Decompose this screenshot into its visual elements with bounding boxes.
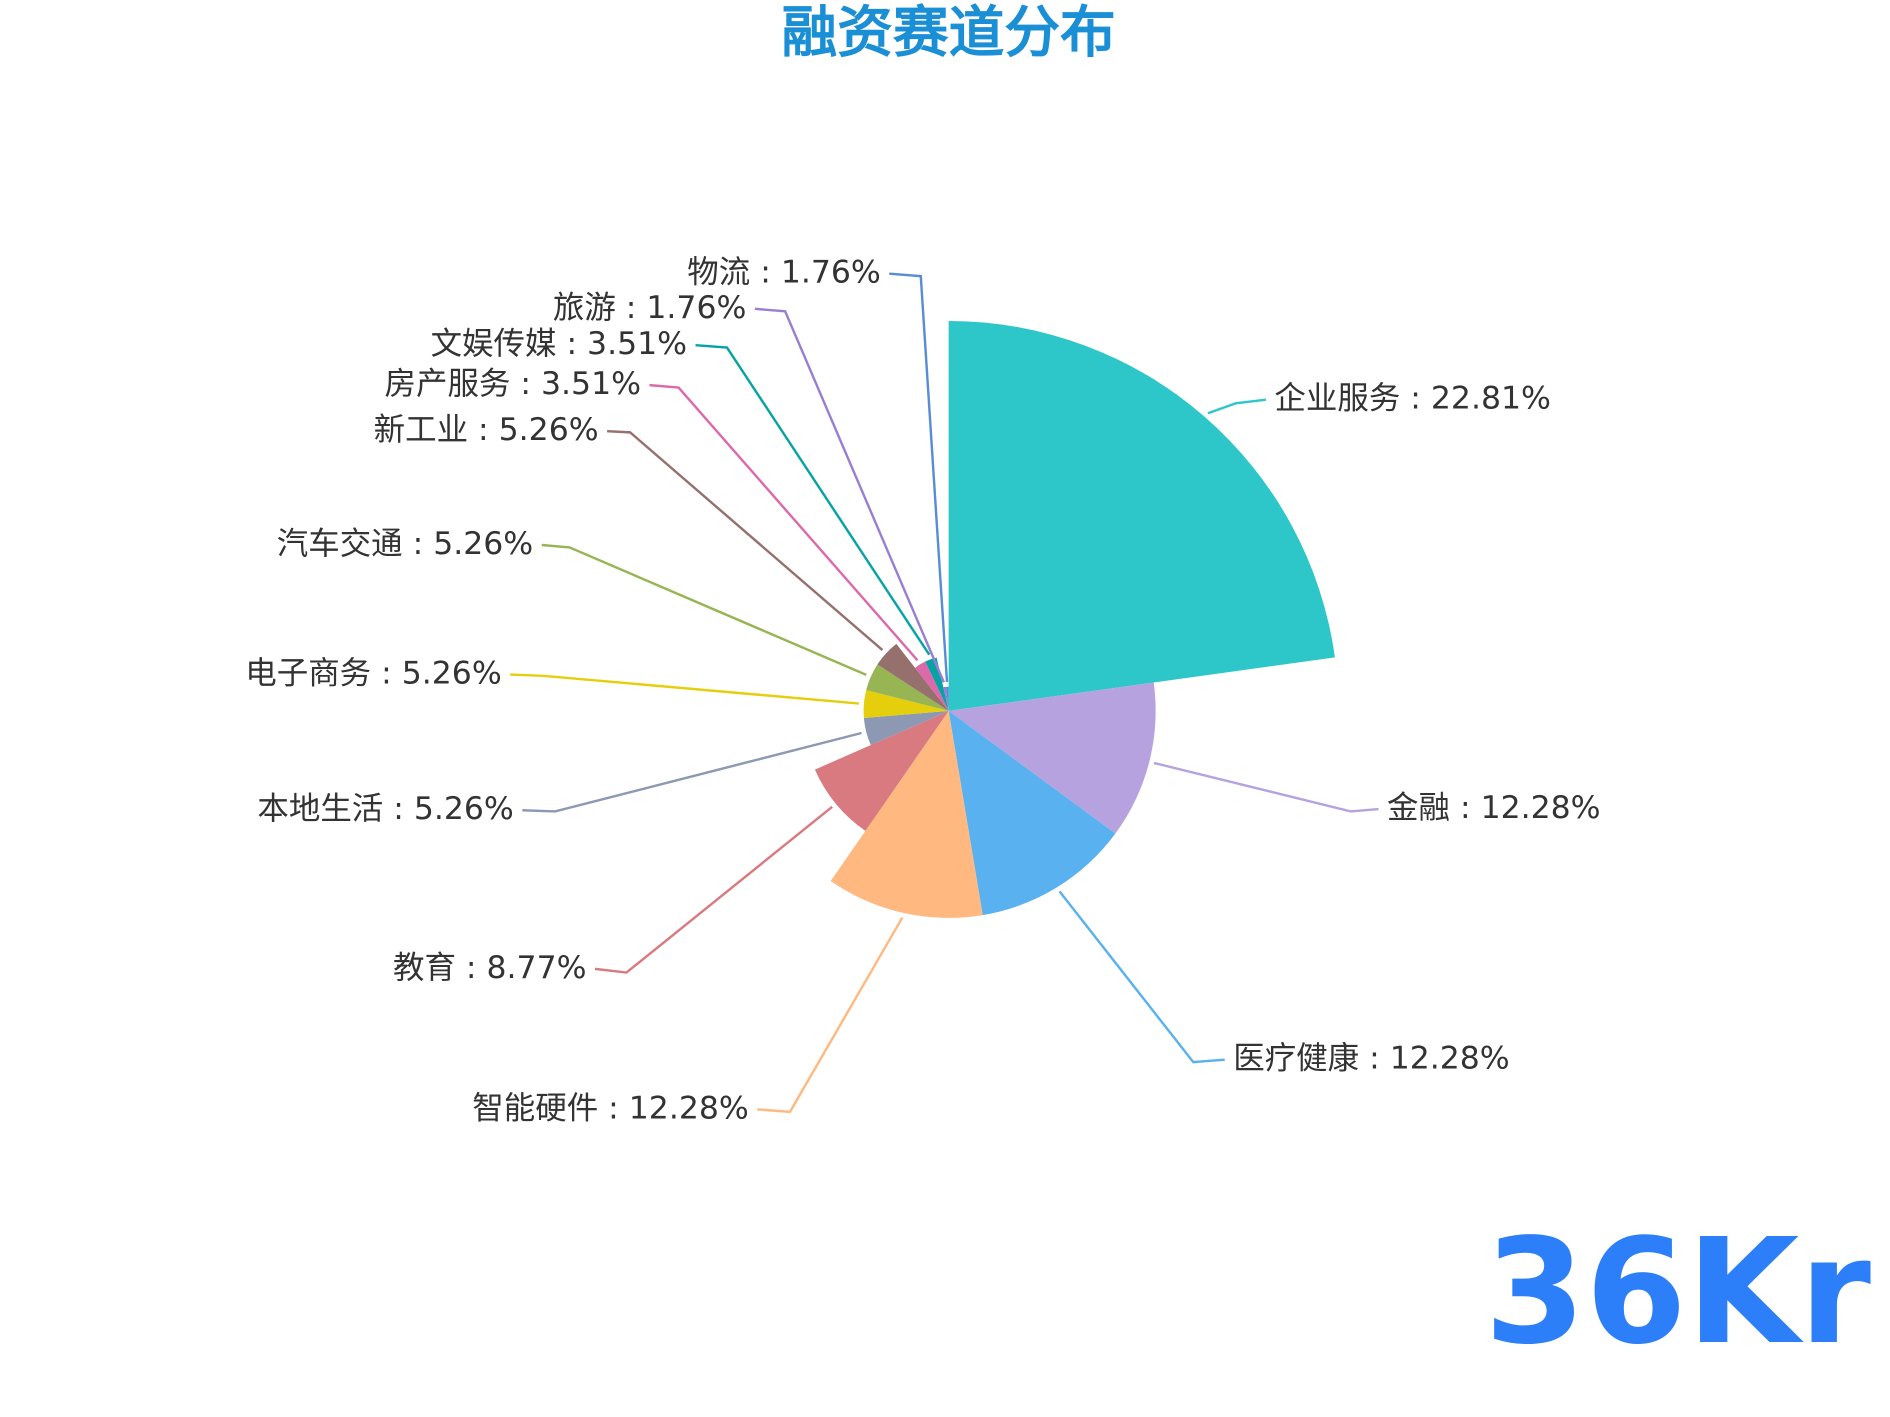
rose-slice <box>948 710 1116 916</box>
rose-slice <box>948 682 1156 834</box>
data-label: 企业服务 : 22.81% <box>1274 381 1550 417</box>
rose-slice <box>925 657 949 711</box>
data-label: 医疗健康 : 12.28% <box>1233 1041 1509 1077</box>
leader-line <box>889 272 949 682</box>
rose-slice <box>915 661 949 711</box>
rose-slice <box>877 643 949 711</box>
rose-slice <box>863 710 949 746</box>
data-label: 新工业 : 5.26% <box>374 412 599 448</box>
data-label: 旅游 : 1.76% <box>553 290 747 326</box>
rose-slice <box>945 686 949 711</box>
data-label: 电子商务 : 5.26% <box>245 656 501 692</box>
leader-line <box>541 543 867 676</box>
leader-line <box>607 429 884 652</box>
leader-line <box>649 383 919 662</box>
data-label: 物流 : 1.76% <box>687 255 881 291</box>
leader-line <box>1153 761 1379 813</box>
data-label: 文娱传媒 : 3.51% <box>431 326 687 362</box>
rose-slice <box>863 690 949 718</box>
leader-line <box>754 307 945 683</box>
leader-line <box>1207 398 1267 415</box>
rose-slice <box>866 664 949 711</box>
data-label: 教育 : 8.77% <box>393 950 587 986</box>
data-label: 智能硬件 : 12.28% <box>472 1090 748 1126</box>
data-label: 金融 : 12.28% <box>1387 790 1601 826</box>
logo: 36Kr <box>1484 1208 1871 1377</box>
data-label: 本地生活 : 5.26% <box>257 791 513 827</box>
rose-slice <box>830 710 983 918</box>
leader-line <box>757 917 904 1114</box>
leader-line <box>510 673 860 705</box>
leader-line <box>522 731 862 813</box>
leader-line <box>695 343 931 656</box>
rose-slice <box>814 710 949 831</box>
rose-slice <box>943 686 949 711</box>
data-label: 房产服务 : 3.51% <box>385 366 641 402</box>
rose-slice <box>948 320 1335 711</box>
leader-line <box>594 805 833 974</box>
leader-line <box>1058 890 1225 1064</box>
data-label: 汽车交通 : 5.26% <box>277 526 533 562</box>
chart-title: 融资赛道分布 <box>782 0 1116 65</box>
